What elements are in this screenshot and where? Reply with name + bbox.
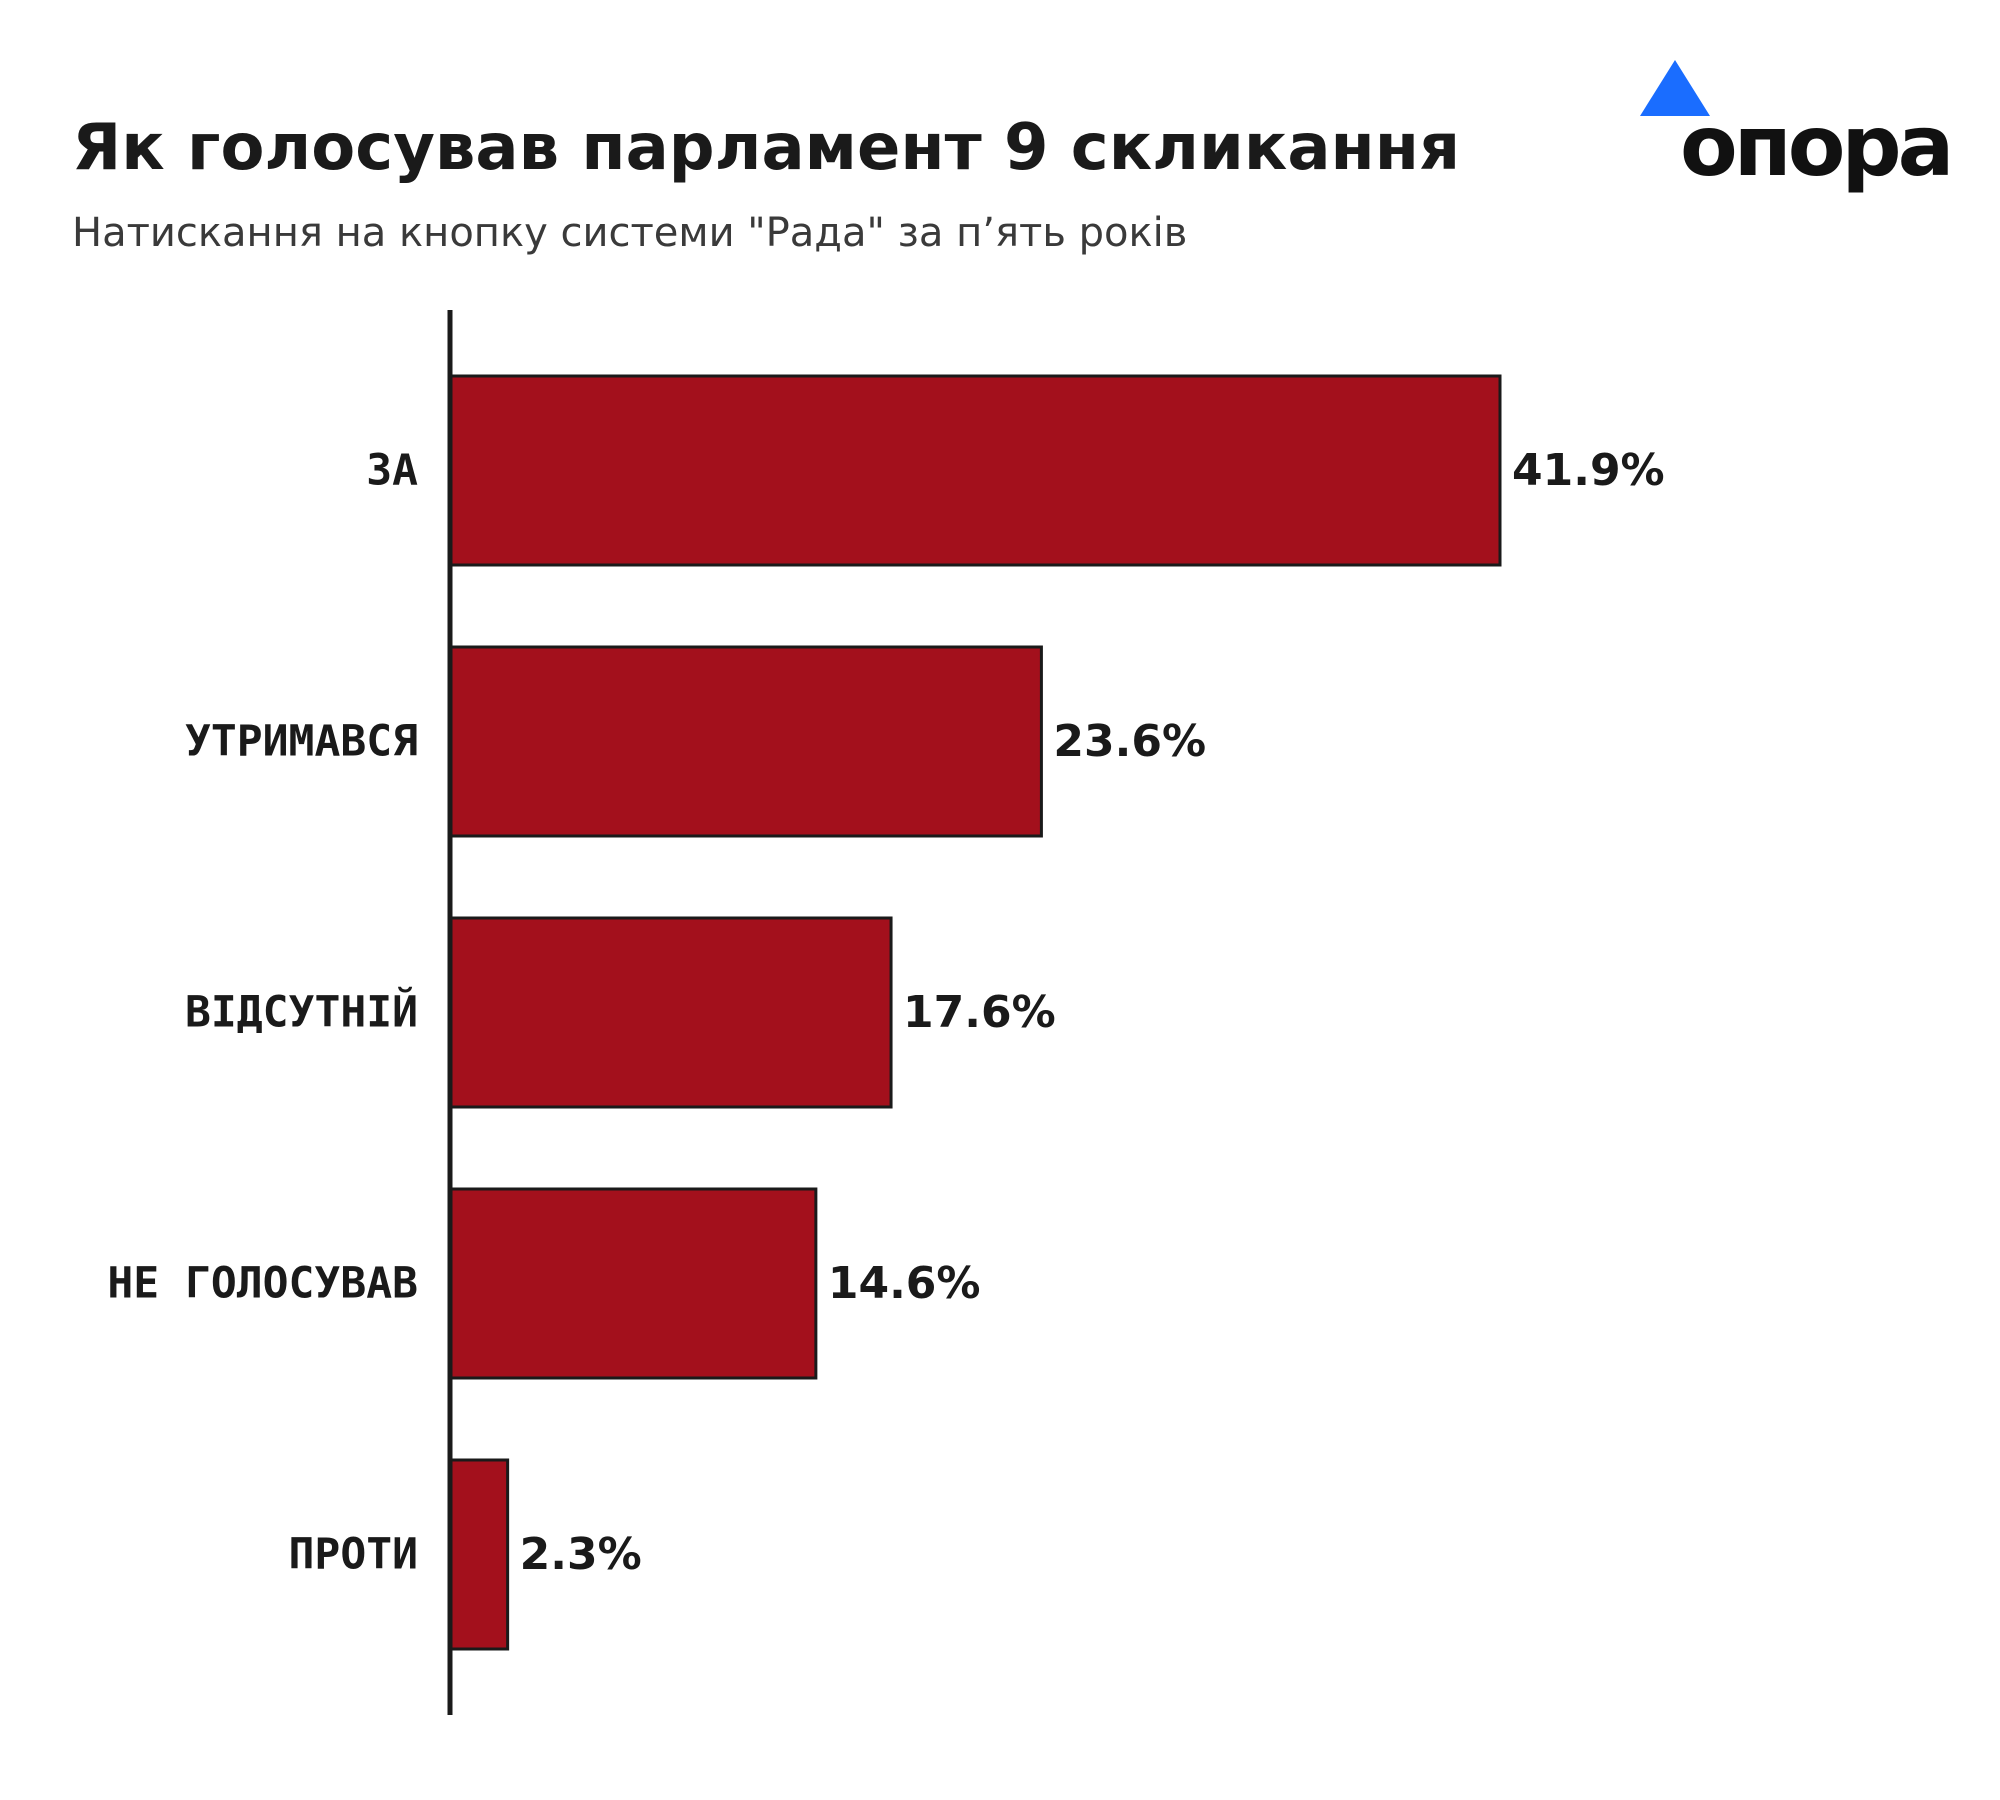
value-label: 17.6% [903, 987, 1056, 1038]
logo-triangle-icon [1640, 60, 1710, 116]
category-label: НЕ ГОЛОСУВАВ [107, 1259, 418, 1309]
category-label: ВІДСУТНІЙ [185, 987, 418, 1038]
category-label: ЗА [366, 446, 418, 496]
value-label: 41.9% [1512, 445, 1665, 496]
bar-2 [448, 645, 1043, 838]
value-label: 2.3% [520, 1529, 642, 1580]
category-label: ПРОТИ [289, 1530, 418, 1580]
category-label: УТРИМАВСЯ [185, 717, 418, 767]
bar-5 [448, 1458, 510, 1651]
value-label: 14.6% [828, 1258, 981, 1309]
bar-3 [448, 916, 893, 1109]
bar-4 [448, 1187, 818, 1380]
chart-title: Як голосував парламент 9 скликання [72, 111, 1461, 185]
bar-1 [448, 374, 1502, 567]
logo-wordmark: опора [1680, 97, 1954, 195]
chart-subtitle: Натискання на кнопку системи "Рада" за п… [72, 210, 1188, 256]
opora-logo: опора [1640, 56, 1960, 206]
value-label: 23.6% [1053, 716, 1206, 767]
